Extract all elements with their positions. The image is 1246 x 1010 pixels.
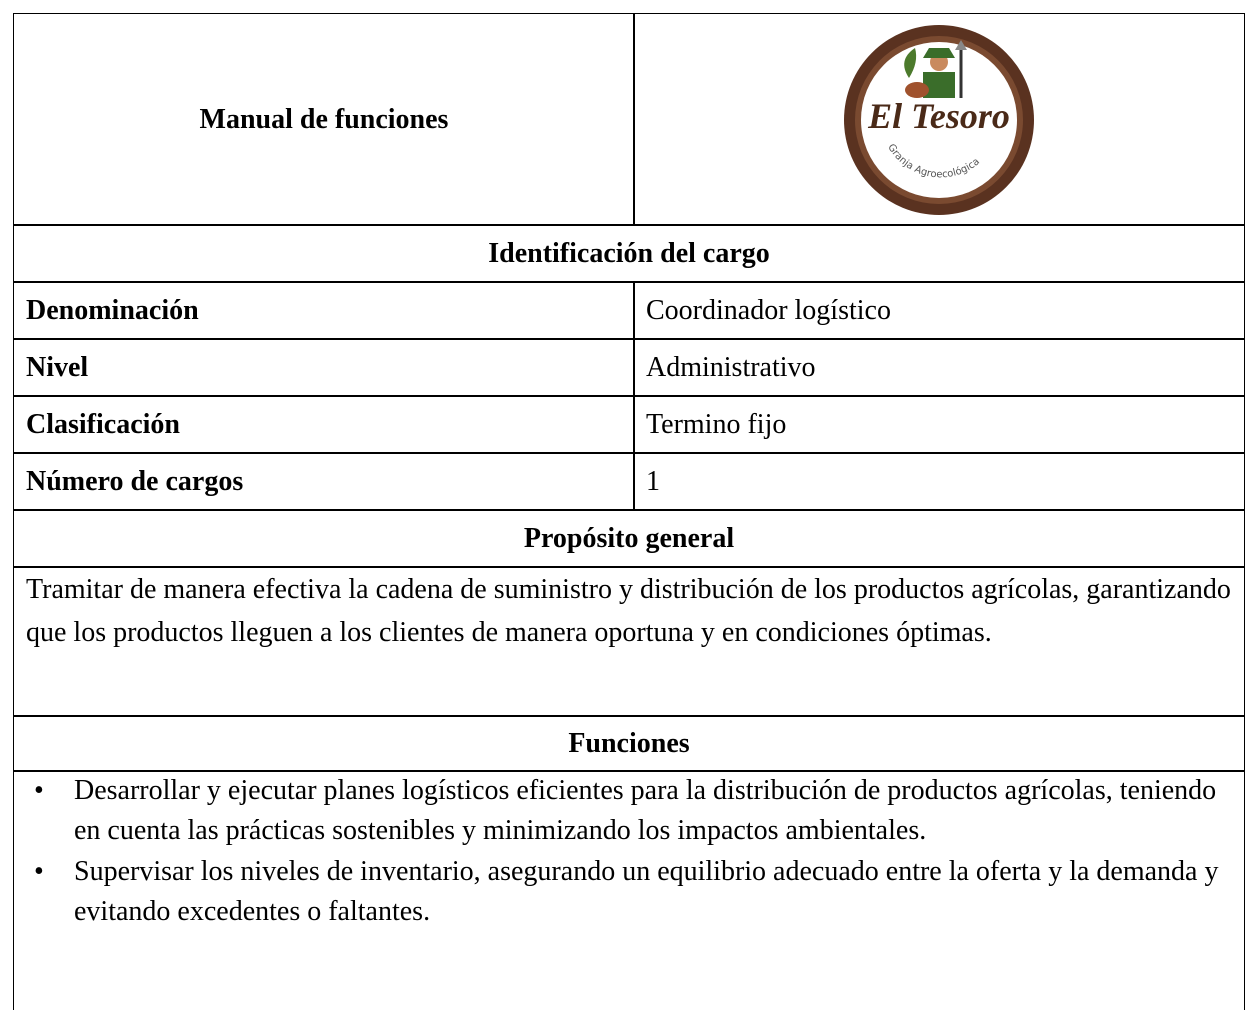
value-cell: Coordinador logístico [633, 281, 1245, 340]
value-cell: 1 [633, 452, 1245, 511]
value-cell: Termino fijo [633, 395, 1245, 454]
paragraph: Tramitar de manera efectiva la cadena de… [26, 574, 1231, 648]
label-cell: Nivel [13, 338, 635, 397]
function-item: Supervisar los niveles de inventario, as… [14, 852, 1234, 932]
heading: Funciones [568, 727, 690, 759]
label-cell: Clasificación [13, 395, 635, 454]
title-cell: Manual de funciones [13, 13, 635, 226]
purpose-text: Tramitar de manera efectiva la cadena de… [13, 566, 1245, 717]
function-item: Desarrollar y ejecutar planes logísticos… [14, 771, 1234, 851]
value-cell: Administrativo [633, 338, 1245, 397]
purpose-heading: Propósito general [13, 509, 1245, 568]
logo-cell: El Tesoro Granja Agroecológica [633, 13, 1245, 226]
logo-name: El Tesoro [867, 96, 1010, 136]
functions-list: Desarrollar y ejecutar planes logísticos… [13, 770, 1245, 1010]
list: Desarrollar y ejecutar planes logísticos… [14, 771, 1234, 932]
title: Manual de funciones [199, 103, 449, 135]
heading: Propósito general [523, 522, 735, 554]
page: Manual de funciones El Tesoro Granja Agr… [0, 0, 1246, 983]
functions-heading: Funciones [13, 715, 1245, 772]
identification-heading: Identificación del cargo [13, 224, 1245, 283]
label-cell: Número de cargos [13, 452, 635, 511]
label-cell: Denominación [13, 281, 635, 340]
logo: El Tesoro Granja Agroecológica [844, 24, 1034, 215]
heading: Identificación del cargo [488, 237, 770, 269]
